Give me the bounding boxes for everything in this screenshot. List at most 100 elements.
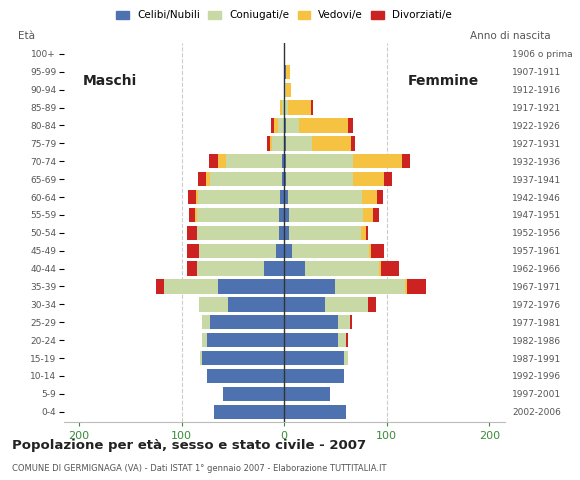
Text: Età: Età bbox=[17, 31, 35, 41]
Text: COMUNE DI GERMIGNAGA (VA) - Dati ISTAT 1° gennaio 2007 - Elaborazione TUTTITALIA: COMUNE DI GERMIGNAGA (VA) - Dati ISTAT 1… bbox=[12, 464, 386, 473]
Bar bbox=[280, 100, 282, 115]
Bar bbox=[363, 208, 374, 222]
Bar bbox=[207, 369, 284, 383]
Bar bbox=[287, 83, 291, 97]
Bar bbox=[284, 262, 304, 276]
Bar bbox=[292, 243, 369, 258]
Text: Anno di nascita: Anno di nascita bbox=[470, 31, 551, 41]
Bar bbox=[374, 208, 379, 222]
Bar bbox=[289, 226, 361, 240]
Bar bbox=[366, 226, 368, 240]
Bar bbox=[284, 279, 335, 294]
Bar bbox=[284, 243, 292, 258]
Bar bbox=[279, 226, 284, 240]
Bar bbox=[325, 297, 368, 312]
Bar bbox=[335, 279, 405, 294]
Bar bbox=[383, 172, 392, 186]
Bar bbox=[362, 190, 378, 204]
Text: Popolazione per età, sesso e stato civile - 2007: Popolazione per età, sesso e stato civil… bbox=[12, 439, 366, 452]
Bar bbox=[284, 136, 287, 151]
Bar bbox=[287, 136, 312, 151]
Bar bbox=[353, 172, 383, 186]
Bar bbox=[368, 297, 376, 312]
Text: Maschi: Maschi bbox=[83, 74, 137, 88]
Legend: Celibi/Nubili, Coniugati/e, Vedovi/e, Divorziati/e: Celibi/Nubili, Coniugati/e, Vedovi/e, Di… bbox=[117, 11, 452, 21]
Bar bbox=[202, 333, 207, 347]
Bar bbox=[284, 208, 289, 222]
Bar bbox=[284, 100, 288, 115]
Bar bbox=[282, 100, 284, 115]
Bar bbox=[187, 243, 199, 258]
Text: Femmine: Femmine bbox=[408, 74, 478, 88]
Bar bbox=[276, 243, 284, 258]
Bar bbox=[287, 172, 353, 186]
Bar bbox=[280, 190, 284, 204]
Bar bbox=[200, 351, 202, 365]
Bar bbox=[353, 154, 402, 168]
Bar bbox=[405, 279, 407, 294]
Bar bbox=[198, 172, 206, 186]
Bar bbox=[209, 154, 218, 168]
Bar bbox=[351, 136, 355, 151]
Bar bbox=[189, 208, 195, 222]
Bar bbox=[402, 154, 410, 168]
Bar bbox=[361, 226, 366, 240]
Bar bbox=[338, 333, 346, 347]
Bar bbox=[284, 297, 325, 312]
Bar bbox=[311, 100, 313, 115]
Bar bbox=[156, 279, 164, 294]
Bar bbox=[199, 297, 228, 312]
Bar bbox=[284, 83, 287, 97]
Bar bbox=[348, 119, 353, 132]
Bar bbox=[211, 172, 282, 186]
Bar bbox=[284, 386, 331, 401]
Bar bbox=[371, 243, 383, 258]
Bar bbox=[206, 172, 211, 186]
Bar bbox=[378, 190, 383, 204]
Bar bbox=[282, 172, 284, 186]
Bar bbox=[284, 226, 289, 240]
Bar bbox=[197, 226, 279, 240]
Bar bbox=[288, 190, 362, 204]
Bar bbox=[289, 208, 363, 222]
Bar bbox=[270, 136, 272, 151]
Bar bbox=[304, 262, 379, 276]
Bar bbox=[284, 351, 344, 365]
Bar bbox=[287, 154, 353, 168]
Bar bbox=[228, 297, 284, 312]
Bar bbox=[284, 333, 338, 347]
Bar bbox=[284, 119, 287, 132]
Bar bbox=[284, 154, 287, 168]
Bar bbox=[164, 279, 218, 294]
Bar bbox=[379, 262, 380, 276]
Bar bbox=[188, 190, 196, 204]
Bar bbox=[312, 136, 351, 151]
Bar bbox=[274, 119, 278, 132]
Bar bbox=[218, 154, 226, 168]
Bar bbox=[272, 136, 284, 151]
Bar bbox=[338, 315, 350, 329]
Bar bbox=[198, 190, 280, 204]
Bar bbox=[350, 315, 352, 329]
Bar bbox=[264, 262, 284, 276]
Bar bbox=[284, 172, 287, 186]
Bar bbox=[369, 243, 371, 258]
Bar bbox=[196, 190, 198, 204]
Bar bbox=[218, 279, 284, 294]
Bar bbox=[211, 315, 284, 329]
Bar bbox=[380, 262, 399, 276]
Bar bbox=[187, 262, 197, 276]
Bar bbox=[223, 386, 284, 401]
Bar bbox=[195, 208, 197, 222]
Bar bbox=[202, 351, 284, 365]
Bar bbox=[284, 65, 287, 79]
Bar bbox=[287, 119, 299, 132]
Bar bbox=[202, 315, 211, 329]
Bar bbox=[207, 333, 284, 347]
Bar bbox=[287, 65, 291, 79]
Bar bbox=[288, 100, 311, 115]
Bar bbox=[284, 369, 344, 383]
Bar bbox=[284, 190, 288, 204]
Bar bbox=[299, 119, 348, 132]
Bar bbox=[267, 136, 270, 151]
